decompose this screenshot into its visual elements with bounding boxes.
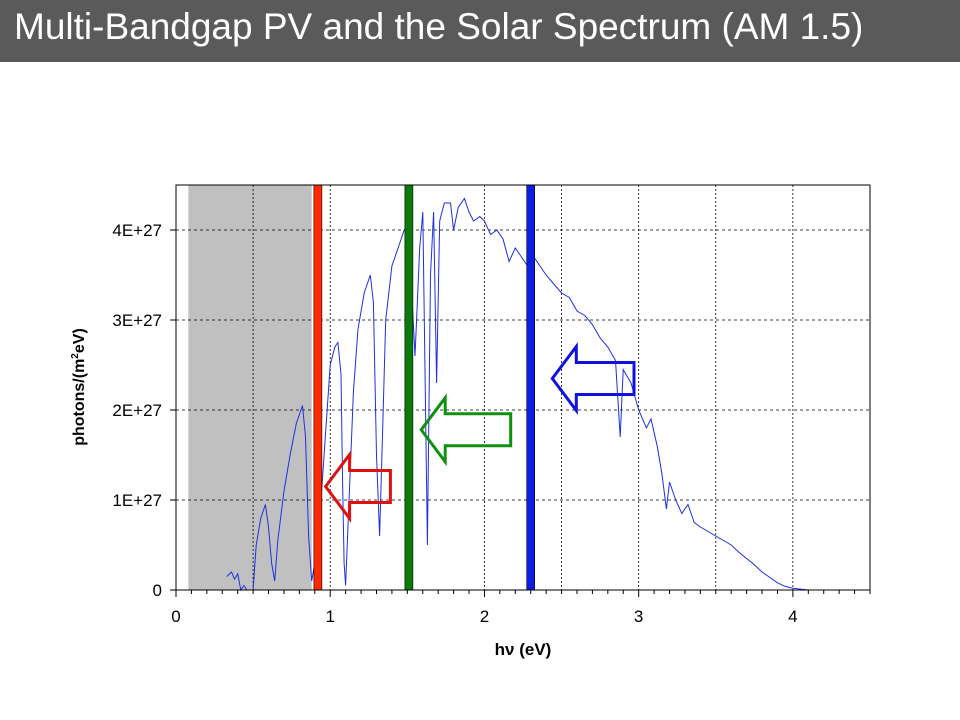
y-axis-label-tail: eV)	[71, 328, 88, 353]
shaded-region	[188, 185, 312, 590]
y-tick-label: 3E+27	[112, 311, 162, 330]
slide-title: Multi-Bandgap PV and the Solar Spectrum …	[14, 6, 864, 47]
y-tick-label: 4E+27	[112, 221, 162, 240]
blue-arrow	[550, 342, 636, 415]
y-tick-label: 0	[153, 581, 162, 600]
blue-bandgap	[526, 184, 536, 591]
y-tick-label: 1E+27	[112, 491, 162, 510]
x-axis-label: hν (eV)	[495, 640, 552, 659]
green-bandgap	[404, 184, 414, 591]
y-axis-label-main: photons/(m	[71, 359, 88, 446]
y-axis-label: photons/(m2eV)	[70, 328, 88, 446]
plot-frame	[175, 184, 871, 591]
x-tick-label: 3	[634, 607, 643, 626]
x-tick-label: 1	[325, 607, 334, 626]
y-axis-label-sup: 2	[70, 353, 81, 359]
x-tick-label: 0	[171, 607, 180, 626]
x-tick-label: 4	[788, 607, 797, 626]
x-tick-label: 2	[480, 607, 489, 626]
red-arrow	[323, 450, 392, 523]
title-bar: Multi-Bandgap PV and the Solar Spectrum …	[0, 0, 960, 62]
green-arrow	[419, 393, 513, 467]
red-bandgap	[313, 184, 323, 591]
spectrum-line	[226, 197, 809, 592]
y-tick-label: 2E+27	[112, 401, 162, 420]
